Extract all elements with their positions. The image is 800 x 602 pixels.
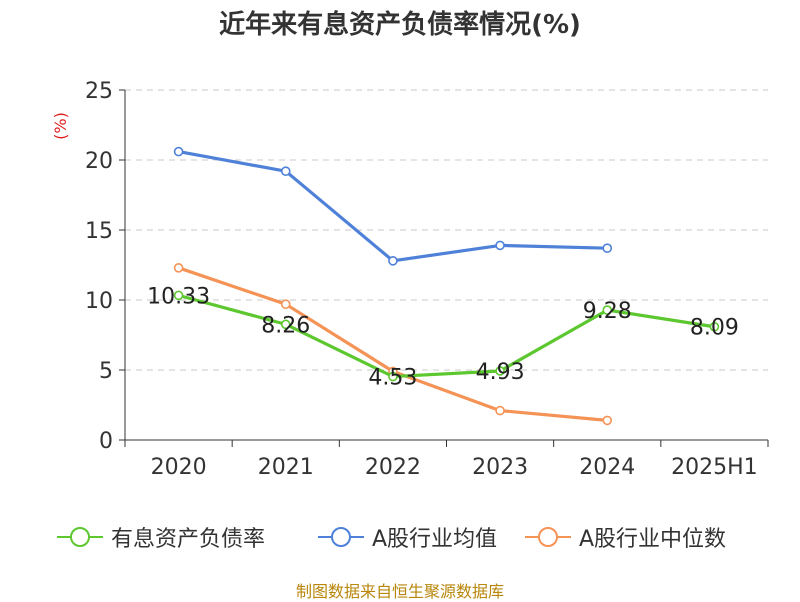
data-point	[602, 243, 613, 253]
legend-label: 有息资产负债率	[111, 527, 266, 552]
x-tick-label: 2025H1	[671, 455, 758, 480]
y-tick-label: 20	[85, 149, 113, 174]
legend-item[interactable]: A股行业均值	[318, 517, 497, 557]
series-line	[178, 293, 715, 379]
x-tick-label: 2021	[258, 455, 314, 480]
x-tick-label: 2023	[472, 455, 528, 480]
data-point	[495, 240, 505, 251]
legend-label: A股行业中位数	[579, 527, 727, 552]
y-tick-label: 15	[85, 219, 113, 244]
legend-marker-icon	[57, 527, 103, 547]
axes: 0 5 10 15 20 25 2020 2021 2022 2023 2024 2025H1	[85, 79, 769, 480]
series-line	[178, 266, 608, 422]
data-point	[602, 415, 613, 426]
series-line	[178, 150, 608, 263]
data-point	[280, 319, 291, 330]
legend: 有息资产负债率 A股行业均值 A股行业中位数	[0, 517, 800, 557]
data-point	[280, 166, 291, 176]
x-tick-label: 2020	[151, 455, 207, 480]
legend-marker-icon	[318, 527, 364, 547]
data-label: 9.28	[583, 299, 632, 324]
x-tick-label: 2022	[365, 455, 421, 480]
data-point	[602, 305, 613, 315]
data-point	[388, 255, 398, 266]
y-tick-label: 25	[85, 79, 113, 104]
data-label: 8.26	[261, 313, 310, 338]
legend-item[interactable]: A股行业中位数	[525, 517, 726, 557]
data-point	[388, 371, 398, 382]
y-tick-label: 0	[99, 429, 113, 454]
series-layer	[173, 146, 720, 426]
data-point	[709, 321, 720, 332]
data-labels: 10.33 8.26 4.53 4.93 9.28 8.09	[147, 284, 739, 390]
data-point	[173, 290, 184, 301]
legend-item[interactable]: 有息资产负债率	[57, 517, 265, 557]
source-note: 制图数据来自恒生聚源数据库	[295, 582, 504, 601]
data-label: 4.93	[476, 360, 525, 385]
data-label: 8.09	[690, 316, 739, 341]
data-point	[173, 146, 184, 157]
data-point	[495, 366, 505, 376]
data-point	[280, 299, 291, 310]
data-label: 10.33	[147, 284, 210, 309]
y-axis-label: (%)	[51, 112, 70, 140]
x-tick-label: 2024	[579, 455, 635, 480]
y-tick-label: 5	[99, 359, 113, 384]
chart-title: 近年来有息资产负债率情况(%)	[219, 10, 581, 40]
data-point	[495, 405, 505, 416]
data-point	[173, 262, 184, 273]
grid-lines	[125, 89, 768, 371]
legend-marker-icon	[525, 527, 571, 547]
legend-label: A股行业均值	[372, 527, 498, 552]
data-label: 4.53	[368, 366, 417, 391]
y-tick-label: 10	[85, 289, 113, 314]
